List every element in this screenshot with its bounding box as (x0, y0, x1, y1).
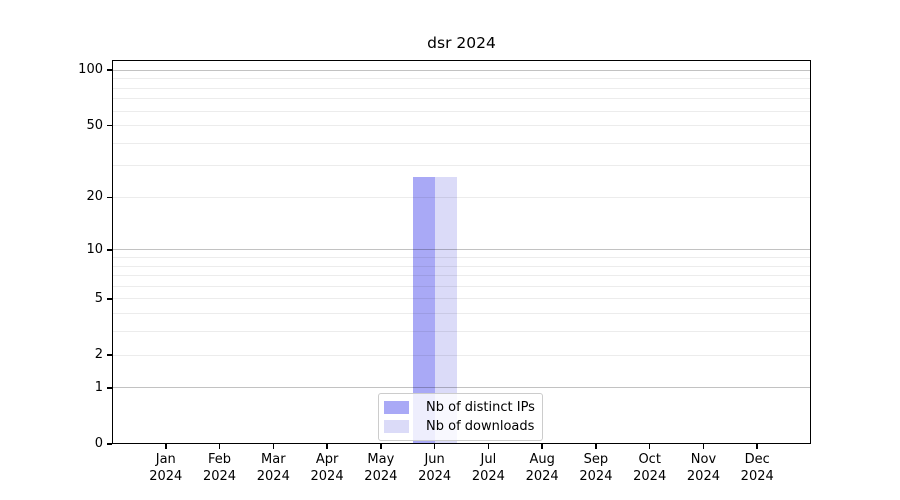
y-ticklabel-50: 50 (86, 117, 103, 133)
legend-label-0: Nb of distinct IPs (426, 400, 535, 415)
minor-gridline-y5 (112, 298, 811, 300)
x-tickmark-mar (272, 444, 275, 449)
x-ticklabel-year: 2024 (310, 469, 344, 484)
x-tickmark-oct (648, 444, 651, 449)
minor-gridline-y30 (112, 165, 811, 167)
x-ticklabel-jan: Jan 2024 (138, 451, 194, 485)
y-ticklabel-100: 100 (78, 62, 103, 78)
y-tickmark-5 (107, 298, 112, 300)
x-ticklabel-year: 2024 (364, 469, 398, 484)
x-ticklabel-month: Mar (261, 452, 286, 467)
y-tickmark-20 (107, 196, 112, 199)
x-ticklabel-month: Jul (480, 452, 497, 467)
minor-gridline-y7 (112, 275, 811, 277)
y-ticklabel-5: 5 (94, 290, 103, 306)
x-ticklabel-month: Sep (583, 452, 609, 467)
x-tickmark-jul (487, 444, 490, 449)
x-ticklabel-month: May (367, 452, 395, 467)
minor-gridline-y50 (112, 125, 811, 126)
chart-title: dsr 2024 (427, 34, 496, 52)
x-ticklabel-feb: Feb 2024 (192, 451, 248, 485)
bar-jun-series1 (434, 177, 457, 444)
x-ticklabel-jun: Jun 2024 (407, 451, 463, 485)
x-tickmark-apr (326, 444, 328, 449)
legend: Nb of distinct IPs Nb of downloads (378, 393, 543, 441)
legend-entry-1: Nb of downloads (384, 417, 535, 436)
x-ticklabel-month: Aug (529, 452, 555, 467)
x-ticklabel-dec: Dec 2024 (729, 451, 785, 485)
x-tickmark-sep (595, 444, 597, 449)
minor-gridline-y80 (112, 87, 811, 89)
x-ticklabel-aug: Aug 2024 (514, 451, 570, 485)
x-ticklabel-year: 2024 (149, 469, 183, 484)
minor-gridline-y9 (112, 256, 811, 258)
minor-gridline-y90 (112, 78, 811, 80)
y-tickmark-100 (107, 69, 112, 71)
y-ticklabel-0: 0 (94, 436, 103, 451)
y-tickmark-2 (107, 354, 112, 356)
x-ticklabel-year: 2024 (525, 469, 559, 484)
x-ticklabel-year: 2024 (740, 469, 774, 484)
x-ticklabel-jul: Jul 2024 (460, 451, 516, 485)
gridlines-layer (112, 60, 811, 444)
major-gridline-y100 (112, 69, 811, 71)
x-ticklabel-year: 2024 (202, 469, 237, 484)
y-tickmark-0 (107, 443, 112, 445)
minor-gridline-y20 (112, 196, 811, 198)
x-ticklabel-apr: Apr 2024 (299, 451, 355, 485)
x-ticklabel-year: 2024 (579, 469, 613, 484)
minor-gridline-y2 (112, 354, 811, 356)
x-ticklabel-year: 2024 (633, 469, 667, 484)
x-ticklabel-sep: Sep 2024 (568, 451, 624, 485)
x-ticklabel-year: 2024 (471, 469, 505, 484)
x-tickmark-dec (756, 444, 758, 449)
x-tickmark-jun (433, 444, 436, 449)
x-tickmark-may (380, 444, 382, 449)
legend-swatch-1 (384, 420, 409, 433)
x-tickmark-feb (218, 444, 221, 449)
x-tickmark-jan (165, 444, 167, 449)
axes-spines (112, 60, 811, 444)
x-ticklabel-oct: Oct 2024 (622, 451, 678, 485)
major-gridline-y1 (112, 387, 811, 389)
y-tickmark-10 (107, 249, 112, 251)
legend-label-1: Nb of downloads (426, 419, 535, 434)
minor-gridline-y8 (112, 265, 811, 267)
x-ticklabel-nov: Nov 2024 (675, 451, 731, 485)
legend-entry-0: Nb of distinct IPs (384, 398, 535, 417)
x-ticklabel-month: Jun (424, 452, 445, 467)
minor-gridline-y6 (112, 285, 811, 287)
y-ticklabel-10: 10 (86, 241, 103, 257)
minor-gridline-y4 (112, 313, 811, 315)
major-gridline-y10 (112, 249, 811, 251)
bars-layer (112, 60, 811, 444)
y-tickmark-50 (107, 124, 112, 127)
y-ticklabel-2: 2 (94, 347, 103, 362)
x-ticklabel-mar: Mar 2024 (245, 451, 301, 485)
x-ticklabel-month: Apr (315, 452, 339, 467)
minor-gridline-y40 (112, 142, 811, 144)
minor-gridline-y3 (112, 331, 811, 333)
x-ticklabel-year: 2024 (686, 469, 720, 484)
plot-area (112, 60, 811, 444)
x-ticklabel-month: Jan (155, 452, 176, 467)
y-ticklabel-20: 20 (86, 189, 103, 205)
x-ticklabel-month: Feb (208, 452, 232, 467)
y-ticklabel-1: 1 (94, 379, 103, 395)
legend-swatch-0 (384, 401, 409, 414)
x-tickmark-nov (702, 444, 705, 449)
x-ticklabel-month: Nov (690, 452, 717, 467)
x-ticklabel-year: 2024 (418, 469, 452, 484)
x-ticklabel-may: May 2024 (353, 451, 409, 485)
bar-jun-series0 (412, 177, 435, 444)
x-ticklabel-year: 2024 (256, 469, 290, 484)
x-ticklabel-month: Oct (638, 452, 661, 467)
x-ticklabel-month: Dec (744, 452, 770, 467)
x-tickmark-aug (541, 444, 543, 449)
y-tickmark-1 (107, 387, 112, 389)
minor-gridline-y60 (112, 110, 811, 112)
minor-gridline-y70 (112, 98, 811, 100)
